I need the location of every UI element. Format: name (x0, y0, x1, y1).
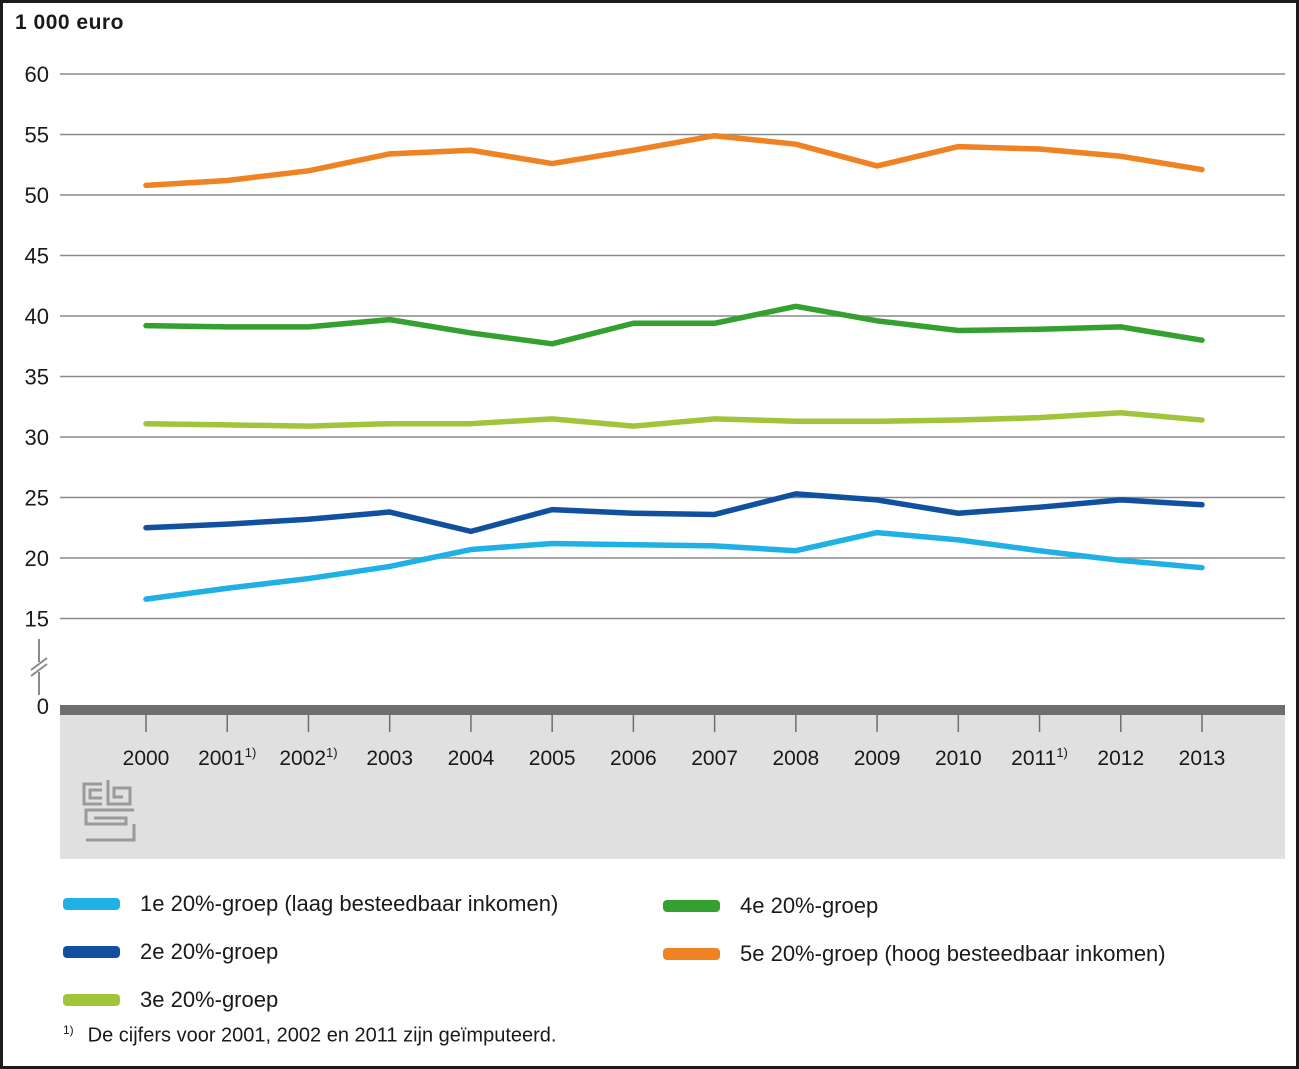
legend-item: 3e 20%-groep (63, 987, 558, 1012)
y-tick-label: 30 (25, 425, 49, 450)
x-tick-label: 2003 (366, 747, 413, 770)
legend-swatch (63, 994, 120, 1006)
x-tick-label: 2005 (529, 747, 576, 770)
series-lines (143, 132, 1205, 602)
series-line-3e-groep (143, 410, 1205, 429)
y-tick-label: 25 (25, 486, 49, 511)
legend-swatch (663, 948, 720, 960)
x-tick-label: 2007 (691, 747, 738, 770)
x-tick-label: 20021) (279, 745, 337, 770)
x-tick-label: 2000 (123, 747, 170, 770)
legend-label: 1e 20%-groep (laag besteedbaar inkomen) (140, 891, 559, 916)
series-line-1e-groep (143, 529, 1205, 602)
y-tick-label: 60 (25, 62, 49, 87)
series-line-2e-groep (143, 491, 1205, 535)
x-axis-tick-labels: 2000 20011) 20021) 2003 2004 2005 2006 2007 2008… (123, 745, 1226, 770)
y-axis-tick-labels: 0 15 20 25 30 35 40 45 50 55 60 (25, 62, 49, 719)
footnote-text: De cijfers voor 2001, 2002 en 2011 zijn … (87, 1024, 557, 1047)
cbs-logo (82, 780, 136, 842)
footnote: 1) De cijfers voor 2001, 2002 en 2011 zij… (63, 1023, 556, 1048)
x-tick-label: 20111) (1011, 745, 1068, 770)
legend-label: 4e 20%-groep (740, 893, 879, 918)
axis-break-icon (30, 639, 48, 695)
legend-label: 3e 20%-groep (140, 987, 279, 1012)
x-tick-label: 20011) (198, 745, 256, 770)
x-tick-label: 2009 (854, 747, 901, 770)
legend-item: 1e 20%-groep (laag besteedbaar inkomen) (63, 891, 559, 916)
legend-item: 2e 20%-groep (63, 939, 558, 964)
y-tick-label: 55 (25, 123, 49, 148)
legend-swatch (63, 898, 120, 910)
legend-swatch (63, 946, 120, 958)
y-tick-label: 15 (25, 607, 49, 632)
x-tick-label: 2008 (772, 747, 819, 770)
zero-axis-bar (60, 705, 1285, 715)
x-tick-label: 2010 (935, 747, 982, 770)
x-tick-label: 2004 (448, 747, 495, 770)
legend-column-left: 1e 20%-groep (laag besteedbaar inkomen) 2… (63, 891, 559, 1012)
y-tick-label: 35 (25, 365, 49, 390)
legend-swatch (663, 900, 720, 912)
y-tick-label: 45 (25, 244, 49, 269)
y-tick-label: 20 (25, 546, 49, 571)
x-axis-ticks (145, 715, 1203, 732)
gridlines (60, 73, 1285, 620)
x-axis-band (60, 715, 1285, 859)
x-tick-label: 2012 (1097, 747, 1144, 770)
legend-item: 5e 20%-groep (hoog besteedbaar inkomen) (663, 941, 1166, 966)
y-tick-label: 40 (25, 304, 49, 329)
legend-item: 4e 20%-groep (663, 893, 1166, 918)
series-line-5e-groep (143, 132, 1205, 189)
legend-label: 5e 20%-groep (hoog besteedbaar inkomen) (740, 941, 1166, 966)
y-axis-title: 1 000 euro (15, 11, 124, 34)
series-line-4e-groep (143, 303, 1205, 347)
x-tick-label: 2006 (610, 747, 657, 770)
y-tick-label: 0 (37, 694, 49, 719)
x-tick-label: 2013 (1179, 747, 1226, 770)
y-tick-label: 50 (25, 183, 49, 208)
legend-label: 2e 20%-groep (140, 939, 279, 964)
footnote-marker: 1) (63, 1023, 74, 1037)
legend-column-right: 4e 20%-groep 5e 20%-groep (hoog besteedba… (663, 893, 1166, 966)
